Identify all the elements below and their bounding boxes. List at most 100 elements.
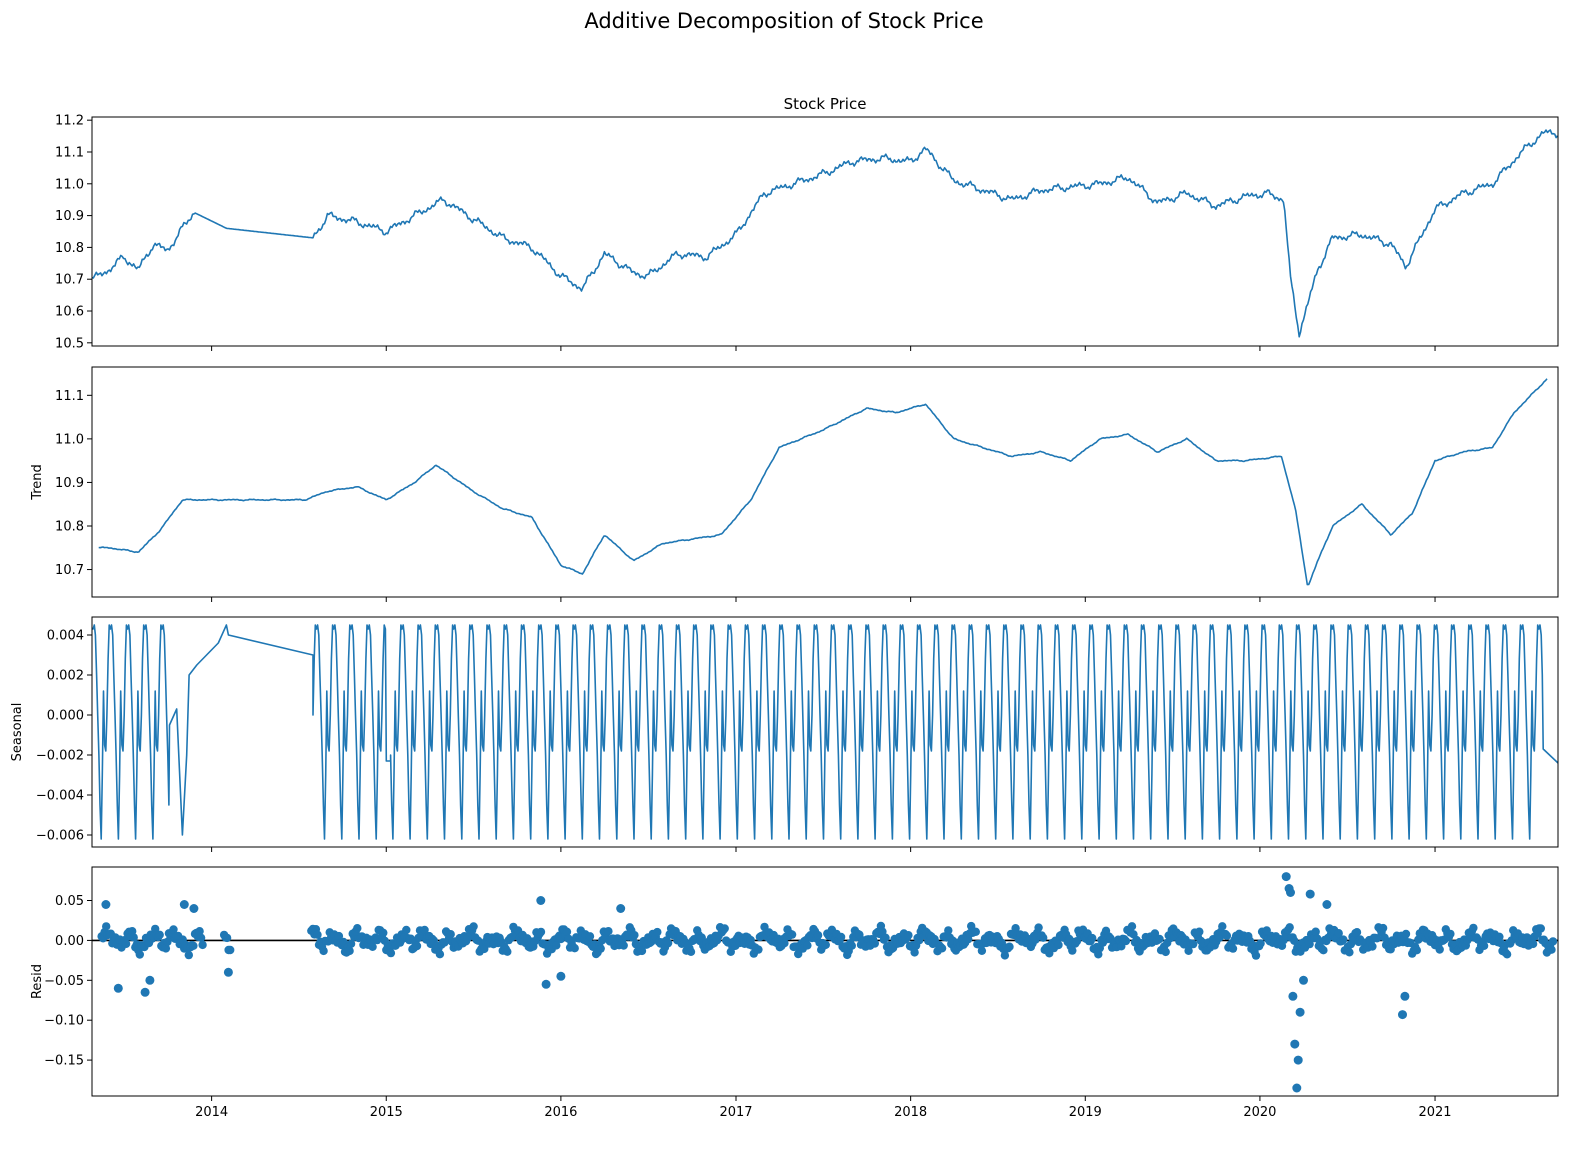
y-tick-label: 10.6 (55, 305, 84, 320)
resid-point (1412, 946, 1422, 955)
resid-point (353, 924, 362, 933)
resid-point (1290, 1039, 1300, 1049)
resid-point (1446, 929, 1455, 939)
resid-point (101, 900, 111, 909)
resid-point (334, 931, 344, 941)
resid-point (686, 947, 696, 956)
resid-point (1034, 923, 1043, 932)
y-tick-label: 10.8 (55, 519, 84, 534)
resid-point (1011, 924, 1020, 933)
resid-point (1536, 924, 1546, 933)
x-tick-label: 2016 (544, 1105, 577, 1120)
resid-point (821, 940, 830, 949)
plot-area (92, 872, 1558, 1093)
resid-point (346, 939, 356, 948)
resid-point (619, 941, 628, 950)
resid-point (1528, 939, 1538, 949)
resid-point (135, 950, 144, 959)
resid-point (1285, 923, 1294, 932)
resid-point (536, 896, 546, 905)
resid-point (196, 933, 206, 942)
resid-point (1334, 929, 1343, 938)
y-tick-label: −0.15 (44, 1054, 84, 1069)
resid-point (1068, 946, 1077, 955)
trend-series-line (98, 378, 1548, 586)
resid-point (1288, 991, 1298, 1001)
resid-point (402, 925, 411, 935)
resid-point (1345, 948, 1354, 957)
resid-point (1311, 927, 1320, 936)
panel-resid: Resid −0.15 −0.10 −0.05 0.00 0.05 2014 2015 2016… (30, 866, 1559, 1120)
resid-point (155, 930, 164, 939)
resid-point (787, 930, 797, 939)
y-axis-label: Resid (30, 964, 45, 999)
resid-point (386, 948, 396, 958)
resid-point (585, 932, 595, 941)
resid-point (630, 930, 639, 940)
resid-point (1054, 940, 1063, 950)
resid-point (161, 944, 171, 953)
resid-point (754, 945, 763, 954)
seasonal-series-line (92, 624, 1558, 840)
resid-point (1469, 923, 1478, 933)
resid-point (1072, 937, 1082, 946)
y-tick-label: 0.05 (55, 894, 84, 909)
plot-area (98, 378, 1548, 586)
panel-observed: Stock Price 10.5 10.6 10.7 10.8 10.9 11.0 11.1 1… (55, 95, 1559, 351)
resid-point (904, 931, 913, 940)
x-tick-label: 2021 (1418, 1105, 1451, 1120)
resid-point (189, 941, 198, 950)
y-tick-label: 10.9 (55, 209, 84, 224)
resid-point (1000, 951, 1010, 960)
resid-point (1322, 900, 1332, 909)
y-tick-label: 0.00 (55, 934, 84, 949)
plot-area (92, 624, 1558, 840)
resid-point (1401, 929, 1411, 939)
y-tick-label: −0.006 (36, 829, 84, 844)
resid-point (1290, 936, 1299, 945)
resid-point (855, 930, 864, 939)
y-tick-label: 10.8 (55, 241, 84, 256)
resid-point (1292, 1083, 1302, 1093)
resid-point (1256, 939, 1265, 948)
resid-point (1251, 951, 1261, 960)
resid-point (1262, 926, 1271, 935)
resid-point (113, 983, 123, 993)
resid-point (536, 927, 546, 937)
resid-point (813, 931, 823, 940)
resid-point (1195, 927, 1204, 936)
resid-point (1305, 939, 1314, 949)
resid-point (1121, 936, 1131, 946)
resid-point (653, 927, 662, 937)
resid-point (562, 927, 572, 936)
observed-series-line (92, 129, 1558, 338)
y-tick-label: 11.1 (55, 389, 84, 404)
resid-point (1378, 923, 1388, 933)
axes-frame (91, 866, 1559, 1097)
resid-point (140, 987, 150, 997)
resid-point (179, 900, 189, 909)
resid-point (1400, 991, 1410, 1001)
resid-point (1222, 931, 1232, 940)
resid-point (637, 946, 647, 956)
resid-point (596, 944, 605, 953)
resid-point (977, 946, 987, 955)
resid-point (226, 945, 235, 955)
y-tick-label: 11.0 (55, 432, 84, 447)
y-tick-label: 11.1 (55, 145, 84, 160)
resid-point (1368, 942, 1377, 951)
y-tick-label: −0.10 (44, 1014, 84, 1029)
resid-point (944, 926, 953, 935)
resid-point (1502, 950, 1512, 959)
axes-frame (91, 116, 1559, 347)
resid-point (1548, 937, 1558, 946)
resid-point (847, 941, 856, 950)
resid-point (1127, 922, 1137, 931)
x-tick-label: 2019 (1069, 1105, 1102, 1120)
resid-point (616, 904, 626, 913)
resid-point (1155, 934, 1164, 944)
x-tick-label: 2017 (719, 1105, 752, 1120)
resid-point (1547, 945, 1556, 954)
resid-point (169, 925, 178, 934)
